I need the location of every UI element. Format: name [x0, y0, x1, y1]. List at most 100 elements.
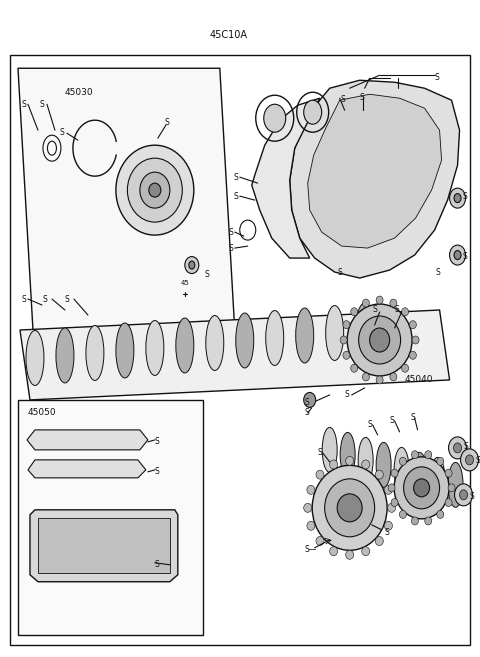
Bar — [18, 400, 203, 635]
Polygon shape — [30, 510, 178, 581]
Text: 45040: 45040 — [405, 375, 433, 384]
Ellipse shape — [116, 323, 134, 378]
Text: S: S — [155, 467, 159, 476]
Ellipse shape — [450, 245, 466, 265]
Ellipse shape — [26, 330, 44, 386]
Ellipse shape — [399, 510, 407, 518]
Ellipse shape — [56, 328, 74, 383]
Ellipse shape — [412, 453, 427, 497]
Ellipse shape — [337, 494, 362, 522]
Ellipse shape — [340, 432, 355, 478]
Text: S: S — [340, 95, 345, 104]
Text: S: S — [22, 101, 27, 109]
Ellipse shape — [351, 364, 358, 373]
Text: S: S — [205, 270, 210, 279]
Ellipse shape — [425, 517, 432, 525]
Polygon shape — [252, 99, 320, 258]
Text: S: S — [155, 560, 159, 569]
Ellipse shape — [304, 101, 322, 124]
Ellipse shape — [454, 194, 461, 202]
Ellipse shape — [343, 351, 350, 359]
Ellipse shape — [454, 443, 462, 453]
Ellipse shape — [346, 457, 354, 465]
Ellipse shape — [176, 318, 194, 373]
Ellipse shape — [430, 457, 445, 503]
Text: S: S — [228, 228, 233, 237]
Text: S: S — [43, 295, 48, 304]
Ellipse shape — [362, 547, 370, 556]
Ellipse shape — [384, 521, 393, 530]
Ellipse shape — [324, 479, 374, 537]
Text: S: S — [395, 305, 399, 314]
Ellipse shape — [375, 470, 384, 479]
Ellipse shape — [459, 490, 468, 500]
Text: S: S — [434, 73, 439, 82]
Polygon shape — [20, 310, 450, 400]
Text: 45: 45 — [180, 280, 189, 286]
Ellipse shape — [409, 321, 416, 328]
Ellipse shape — [404, 467, 440, 509]
Text: S: S — [305, 398, 310, 407]
Text: S: S — [155, 437, 159, 446]
Text: S: S — [305, 408, 310, 417]
Text: S: S — [372, 305, 377, 314]
Bar — [38, 518, 170, 573]
Ellipse shape — [359, 316, 401, 364]
Ellipse shape — [394, 457, 449, 519]
Text: S: S — [435, 268, 440, 277]
Polygon shape — [28, 460, 146, 478]
Ellipse shape — [149, 183, 161, 197]
Text: S: S — [476, 456, 480, 465]
Ellipse shape — [307, 521, 315, 530]
Ellipse shape — [316, 470, 324, 479]
Ellipse shape — [375, 537, 384, 545]
Ellipse shape — [388, 503, 396, 512]
Ellipse shape — [449, 437, 467, 459]
Ellipse shape — [448, 463, 463, 507]
Ellipse shape — [454, 250, 461, 260]
Ellipse shape — [411, 517, 419, 525]
Ellipse shape — [388, 484, 395, 492]
Ellipse shape — [351, 307, 358, 316]
Ellipse shape — [448, 484, 455, 492]
Polygon shape — [290, 80, 459, 278]
Ellipse shape — [185, 257, 199, 273]
Ellipse shape — [326, 306, 344, 361]
Ellipse shape — [362, 299, 370, 307]
Text: 45C10A: 45C10A — [210, 30, 248, 40]
Ellipse shape — [425, 451, 432, 459]
Ellipse shape — [362, 460, 370, 469]
Ellipse shape — [391, 469, 398, 477]
Ellipse shape — [390, 299, 397, 307]
Text: S: S — [359, 93, 364, 102]
Ellipse shape — [330, 460, 337, 469]
Text: S: S — [384, 528, 389, 537]
Bar — [10, 55, 469, 645]
Ellipse shape — [391, 499, 398, 507]
Polygon shape — [18, 68, 235, 330]
Ellipse shape — [304, 503, 312, 512]
Text: S: S — [228, 244, 233, 253]
Text: S: S — [165, 118, 169, 127]
Ellipse shape — [376, 296, 383, 304]
Text: 45030: 45030 — [65, 88, 94, 97]
Ellipse shape — [206, 315, 224, 371]
Text: S: S — [60, 128, 65, 137]
Ellipse shape — [127, 158, 182, 222]
Ellipse shape — [402, 364, 408, 373]
Ellipse shape — [307, 486, 315, 494]
Text: S: S — [22, 295, 27, 304]
Text: S: S — [464, 442, 468, 451]
Ellipse shape — [340, 336, 347, 344]
Ellipse shape — [296, 308, 314, 363]
Ellipse shape — [356, 303, 373, 358]
Text: S: S — [463, 192, 468, 201]
Ellipse shape — [322, 428, 337, 472]
Ellipse shape — [266, 311, 284, 365]
Ellipse shape — [414, 479, 430, 497]
Ellipse shape — [445, 499, 452, 507]
Ellipse shape — [466, 455, 474, 465]
Text: S: S — [233, 173, 238, 182]
Ellipse shape — [236, 313, 254, 368]
Text: 45050: 45050 — [28, 408, 57, 417]
